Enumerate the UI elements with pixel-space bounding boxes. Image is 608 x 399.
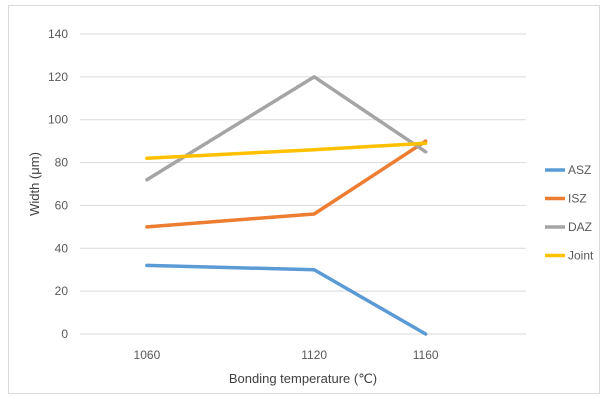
y-tick-label: 60 [55,198,69,212]
legend-label-joint: Joint [568,249,594,263]
y-axis-label: Width (μm) [27,152,42,216]
y-tick-label: 20 [55,284,69,298]
x-tick-label: 1060 [134,348,161,362]
series-line-isz [145,139,428,229]
legend: ASZ ISZ DAZ Joint [545,163,594,263]
x-tick-label: 1160 [413,348,439,362]
gridlines [80,33,526,335]
series-line-asz [145,263,428,336]
x-tick-label: 1120 [301,348,327,362]
y-tick-label: 120 [48,70,68,84]
series-line-daz [145,75,428,182]
y-tick-label: 80 [55,156,69,170]
y-axis-ticks: 0 20 40 60 80 100 120 140 [48,27,68,341]
y-tick-label: 0 [61,327,68,341]
series-line-joint [145,141,428,161]
legend-label-asz: ASZ [568,163,591,177]
x-axis-ticks: 1060 1120 1160 [134,348,439,362]
y-tick-label: 140 [48,27,68,41]
legend-label-isz: ISZ [568,192,587,206]
x-axis-label: Bonding temperature (℃) [229,371,377,386]
chart-frame [8,5,600,394]
y-tick-label: 40 [55,241,69,255]
y-tick-label: 100 [48,113,68,127]
series-lines [145,75,428,336]
legend-label-daz: DAZ [568,220,592,234]
